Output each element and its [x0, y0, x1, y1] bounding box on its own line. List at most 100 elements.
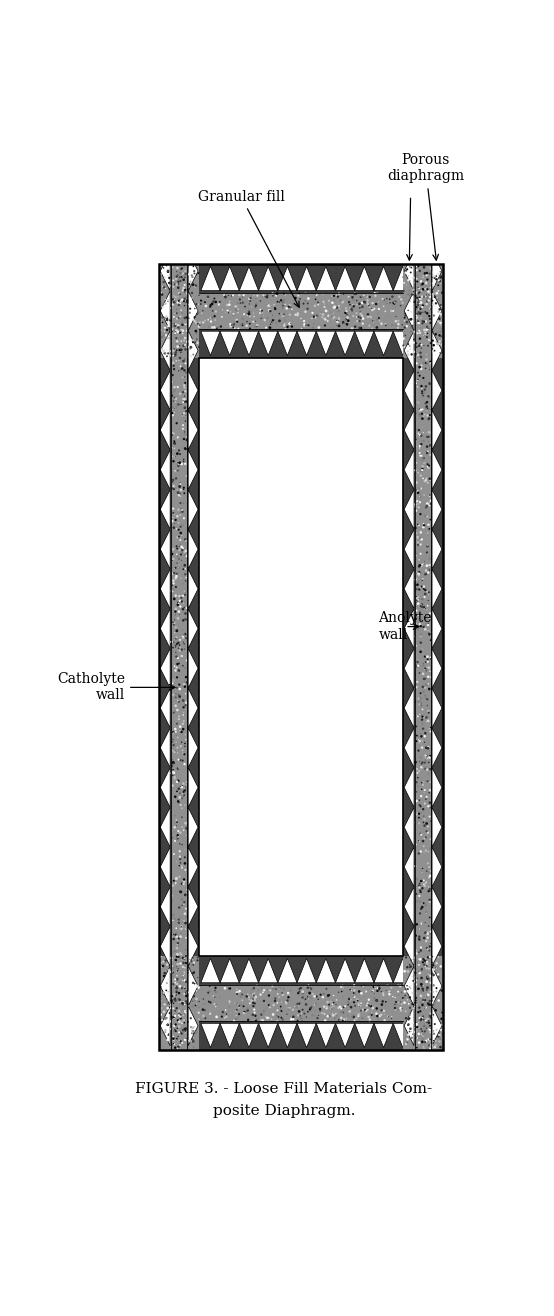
Point — [411, 347, 419, 368]
Point — [273, 987, 282, 1008]
Point — [178, 501, 187, 522]
Point — [417, 625, 425, 646]
Point — [425, 519, 434, 540]
Point — [180, 780, 189, 801]
Point — [267, 1008, 276, 1029]
Point — [350, 992, 358, 1013]
Polygon shape — [188, 172, 198, 212]
Point — [381, 313, 389, 334]
Point — [365, 995, 373, 1016]
Point — [208, 317, 217, 338]
Point — [178, 978, 187, 999]
Point — [171, 274, 179, 295]
Point — [171, 433, 179, 454]
Point — [370, 299, 379, 320]
Point — [310, 313, 319, 334]
Point — [349, 986, 358, 1007]
Point — [183, 283, 192, 304]
Point — [167, 962, 176, 983]
Point — [182, 825, 191, 846]
Point — [412, 336, 421, 357]
Point — [411, 286, 420, 307]
Point — [172, 646, 181, 667]
Point — [177, 721, 186, 742]
Point — [171, 617, 180, 638]
Point — [412, 545, 420, 566]
Point — [177, 733, 186, 754]
Point — [175, 855, 184, 876]
Point — [285, 313, 294, 334]
Point — [185, 1030, 194, 1051]
Point — [331, 1003, 340, 1024]
Point — [256, 984, 265, 1005]
Point — [180, 638, 189, 659]
Point — [412, 994, 421, 1015]
Point — [414, 292, 423, 313]
Point — [370, 987, 379, 1008]
Point — [420, 782, 429, 803]
Point — [221, 287, 230, 308]
Polygon shape — [432, 529, 442, 569]
Polygon shape — [188, 490, 198, 529]
Point — [237, 315, 245, 336]
Point — [412, 950, 420, 971]
Point — [181, 776, 190, 797]
Point — [199, 312, 208, 333]
Point — [240, 296, 249, 317]
Point — [299, 984, 307, 1005]
Point — [435, 330, 444, 351]
Point — [424, 700, 433, 721]
Point — [279, 1009, 288, 1030]
Point — [434, 270, 443, 291]
Point — [157, 998, 166, 1019]
Point — [416, 616, 425, 637]
Point — [170, 1037, 178, 1058]
Point — [415, 288, 424, 309]
Point — [423, 951, 432, 973]
Point — [179, 869, 188, 890]
Point — [171, 461, 179, 482]
Point — [175, 928, 183, 949]
Point — [167, 728, 176, 749]
Point — [370, 283, 379, 304]
Point — [418, 447, 427, 468]
Point — [176, 596, 185, 617]
Point — [423, 788, 432, 809]
Point — [168, 471, 177, 492]
Point — [256, 291, 265, 312]
Point — [420, 725, 429, 746]
Point — [428, 330, 437, 351]
Point — [411, 1001, 420, 1023]
Point — [423, 494, 432, 515]
Point — [418, 676, 427, 697]
Point — [431, 324, 440, 345]
Point — [415, 813, 424, 834]
Point — [336, 996, 345, 1017]
Point — [426, 333, 435, 354]
Point — [187, 337, 196, 358]
Point — [235, 980, 244, 1001]
Point — [181, 736, 189, 757]
Point — [160, 321, 169, 342]
Point — [358, 287, 367, 308]
Point — [189, 274, 198, 295]
Point — [172, 268, 181, 290]
Point — [413, 651, 422, 672]
Point — [181, 582, 190, 603]
Point — [180, 357, 189, 378]
Point — [427, 1001, 436, 1023]
Point — [412, 492, 420, 513]
Point — [192, 1023, 201, 1044]
Point — [172, 626, 181, 647]
Point — [181, 328, 189, 349]
Point — [434, 301, 443, 322]
Point — [176, 934, 185, 955]
Point — [438, 282, 447, 303]
Point — [418, 951, 427, 973]
Point — [411, 812, 420, 833]
Point — [423, 454, 432, 475]
Polygon shape — [259, 958, 278, 983]
Point — [375, 299, 383, 320]
Point — [169, 655, 178, 676]
Point — [209, 288, 218, 309]
